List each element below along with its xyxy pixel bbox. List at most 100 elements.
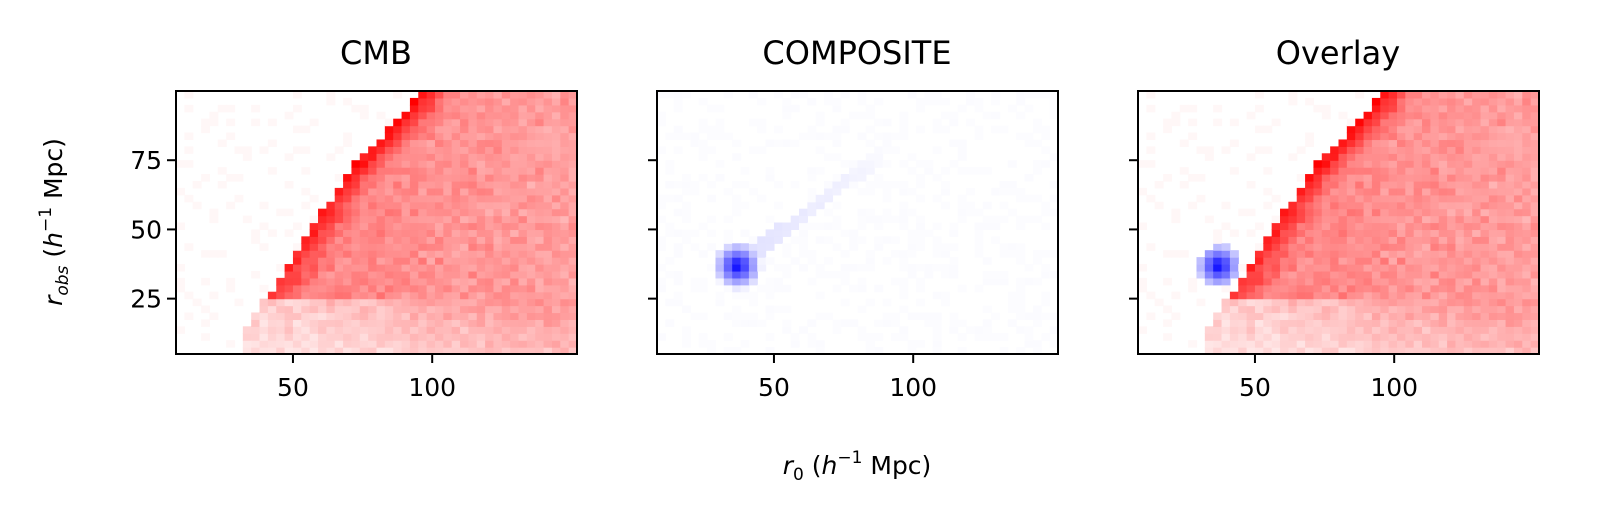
heatmap-cell [740, 291, 750, 300]
heatmap-cell [226, 284, 236, 293]
heatmap-cell [1522, 243, 1532, 251]
heatmap-cell [1371, 167, 1381, 175]
heatmap-cell [1330, 215, 1340, 224]
heatmap-cell [401, 187, 411, 196]
heatmap-cell [966, 208, 976, 217]
heatmap-cell [1313, 312, 1323, 320]
heatmap-cell [1463, 194, 1473, 203]
heatmap-cell [1380, 243, 1390, 251]
heatmap-cell [1371, 305, 1381, 314]
heatmap-cell [551, 291, 561, 300]
heatmap-cell [418, 222, 428, 231]
heatmap-cell [443, 146, 453, 154]
heatmap-cell [551, 243, 561, 251]
heatmap-cell [1288, 236, 1298, 244]
heatmap-cell [1430, 132, 1440, 141]
heatmap-cell [1146, 312, 1156, 320]
heatmap-cell [1447, 187, 1457, 196]
heatmap-cell [932, 125, 942, 134]
heatmap-cell [1280, 284, 1289, 293]
heatmap-cell [1380, 125, 1390, 134]
heatmap-cell [1513, 153, 1523, 161]
heatmap-cell [426, 132, 436, 141]
heatmap-cell [1146, 291, 1156, 300]
heatmap-cell [301, 167, 311, 175]
heatmap-cell [518, 97, 528, 106]
heatmap-cell [401, 111, 411, 120]
heatmap-cell [1346, 340, 1356, 348]
heatmap-cell [434, 257, 444, 265]
heatmap-cell [1363, 257, 1373, 265]
heatmap-cell [468, 167, 478, 175]
heatmap-cell [932, 146, 942, 154]
heatmap-cell [941, 201, 950, 210]
heatmap-cell [1338, 326, 1348, 334]
heatmap-cell [1254, 312, 1264, 320]
heatmap-cell [1355, 118, 1365, 127]
heatmap-cell [384, 243, 394, 251]
heatmap-cell [1338, 229, 1348, 237]
heatmap-cell [1016, 257, 1026, 265]
heatmap-cell [468, 229, 478, 237]
heatmap-cell [551, 139, 561, 147]
heatmap-cell [376, 326, 386, 334]
heatmap-cell [376, 153, 386, 161]
heatmap-cell [1016, 347, 1026, 355]
heatmap-cell [485, 347, 495, 355]
heatmap-cell [1522, 291, 1532, 300]
heatmap-cell [1405, 250, 1415, 258]
heatmap-cell [1330, 180, 1340, 189]
heatmap-cell [1263, 187, 1273, 196]
heatmap-cell [1016, 312, 1026, 320]
heatmap-cell [824, 194, 834, 203]
heatmap-cell [865, 160, 875, 168]
heatmap-cell [460, 340, 469, 348]
heatmap-cell [1254, 291, 1264, 300]
heatmap-cell [259, 284, 269, 293]
heatmap-cell [368, 319, 378, 327]
heatmap-cell [1280, 243, 1289, 251]
heatmap-cell [1355, 319, 1365, 327]
heatmap-cell [551, 236, 561, 244]
heatmap-cell [543, 243, 553, 251]
heatmap-cell [476, 97, 486, 106]
heatmap-cell [476, 333, 486, 341]
heatmap-cell [384, 180, 394, 189]
heatmap-cell [1305, 97, 1315, 106]
heatmap-cell [1313, 174, 1323, 182]
heatmap-cell [1513, 187, 1523, 196]
heatmap-cell [1405, 284, 1415, 293]
heatmap-cell [1263, 284, 1273, 293]
heatmap-cell [1163, 333, 1173, 341]
heatmap-cell [209, 118, 219, 127]
heatmap-cell [1305, 347, 1315, 355]
heatmap-cell [1422, 194, 1431, 203]
heatmap-cell [451, 160, 461, 168]
heatmap-cell [1188, 104, 1198, 113]
heatmap-cell [1049, 340, 1059, 348]
heatmap-cell [1154, 201, 1164, 210]
heatmap-cell [376, 277, 386, 286]
heatmap-cell [409, 264, 419, 272]
heatmap-cell [1396, 257, 1406, 265]
heatmap-cell [1204, 333, 1214, 341]
heatmap-cell [184, 146, 194, 154]
heatmap-cell [915, 264, 925, 272]
heatmap-cell [1388, 236, 1398, 244]
heatmap-cell [1049, 312, 1059, 320]
heatmap-cell [1413, 111, 1423, 120]
heatmap-cell [276, 277, 286, 286]
heatmap-cell [418, 305, 428, 314]
heatmap-cell [343, 139, 353, 147]
heatmap-cell [840, 319, 850, 327]
heatmap-cell [359, 236, 369, 244]
heatmap-cell [1488, 125, 1498, 134]
heatmap-cell [1380, 139, 1390, 147]
heatmap-cell [1522, 132, 1532, 141]
heatmap-cell [351, 305, 361, 314]
heatmap-cell [1463, 340, 1473, 348]
heatmap-cell [284, 347, 294, 355]
heatmap-cell [1330, 222, 1340, 231]
heatmap-cell [418, 97, 428, 106]
heatmap-cell [665, 167, 675, 175]
